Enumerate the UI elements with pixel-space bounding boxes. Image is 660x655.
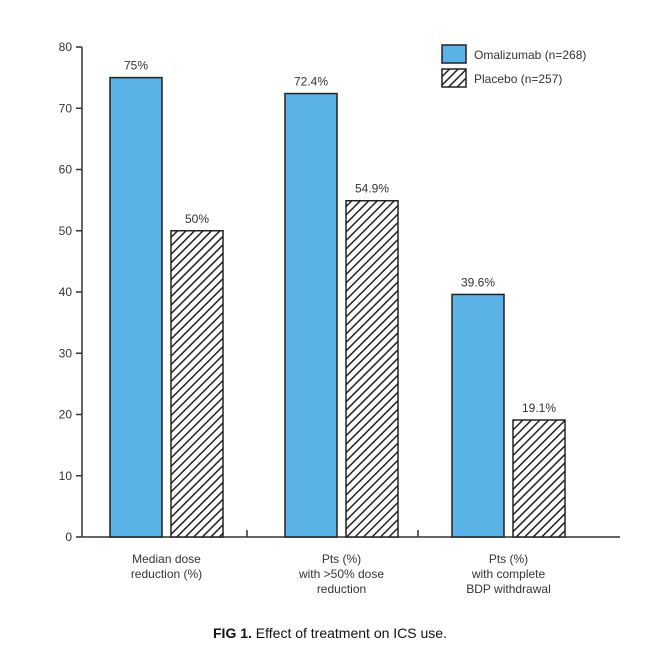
x-category-label-line: Pts (%)	[489, 552, 528, 566]
y-tick-label: 50	[59, 224, 73, 238]
omalizumab-value-label-3: 39.6%	[461, 275, 495, 289]
y-tick-label: 10	[59, 469, 73, 483]
omalizumab-value-label-1: 75%	[124, 59, 148, 73]
placebo-legend-label: Placebo (n=257)	[474, 72, 562, 86]
x-category-label-line: reduction	[317, 582, 366, 596]
y-tick-label: 40	[59, 285, 73, 299]
omalizumab-bar-2	[284, 92, 338, 538]
omalizumab-value-label-2: 72.4%	[294, 75, 328, 89]
x-category-label-line: with >50% dose	[298, 567, 384, 581]
y-tick-label: 20	[59, 408, 73, 422]
bars: 75% 50% Median dose reduction (%) 72.4% 54.9%…	[109, 59, 566, 596]
x-category-label-3: Pts (%) with complete BDP withdrawal	[466, 552, 550, 596]
omalizumab-legend-swatch	[441, 44, 467, 64]
omalizumab-bar-1	[109, 76, 163, 538]
placebo-legend-swatch	[441, 68, 467, 88]
x-category-label-line: Median dose	[132, 552, 201, 566]
y-tick-label: 80	[59, 40, 73, 54]
y-tick-label: 0	[65, 530, 72, 544]
omalizumab-bar-3	[451, 293, 505, 538]
placebo-value-label-3: 19.1%	[522, 401, 556, 415]
y-tick-label: 30	[59, 346, 73, 360]
caption-label: FIG 1.	[213, 625, 252, 641]
placebo-value-label-2: 54.9%	[355, 182, 389, 196]
x-category-label-1: Median dose reduction (%)	[131, 552, 202, 581]
y-tick-label: 70	[59, 101, 73, 115]
x-category-label-line: Pts (%)	[322, 552, 361, 566]
legend: Omalizumab (n=268) Placebo (n=257)	[441, 44, 586, 88]
x-category-label-2: Pts (%) with >50% dose reduction	[298, 552, 384, 596]
x-category-label-line: BDP withdrawal	[466, 582, 550, 596]
y-tick-label: 60	[59, 163, 73, 177]
x-category-label-line: with complete	[471, 567, 546, 581]
placebo-bar-3	[512, 419, 566, 538]
placebo-bar-2	[345, 199, 399, 538]
caption-text: Effect of treatment on ICS use.	[255, 625, 447, 641]
placebo-bar-1	[170, 230, 224, 538]
x-category-label-line: reduction (%)	[131, 567, 202, 581]
figure-caption: FIG 1. Effect of treatment on ICS use.	[0, 625, 660, 641]
placebo-value-label-1: 50%	[185, 212, 209, 226]
omalizumab-legend-label: Omalizumab (n=268)	[474, 48, 586, 62]
